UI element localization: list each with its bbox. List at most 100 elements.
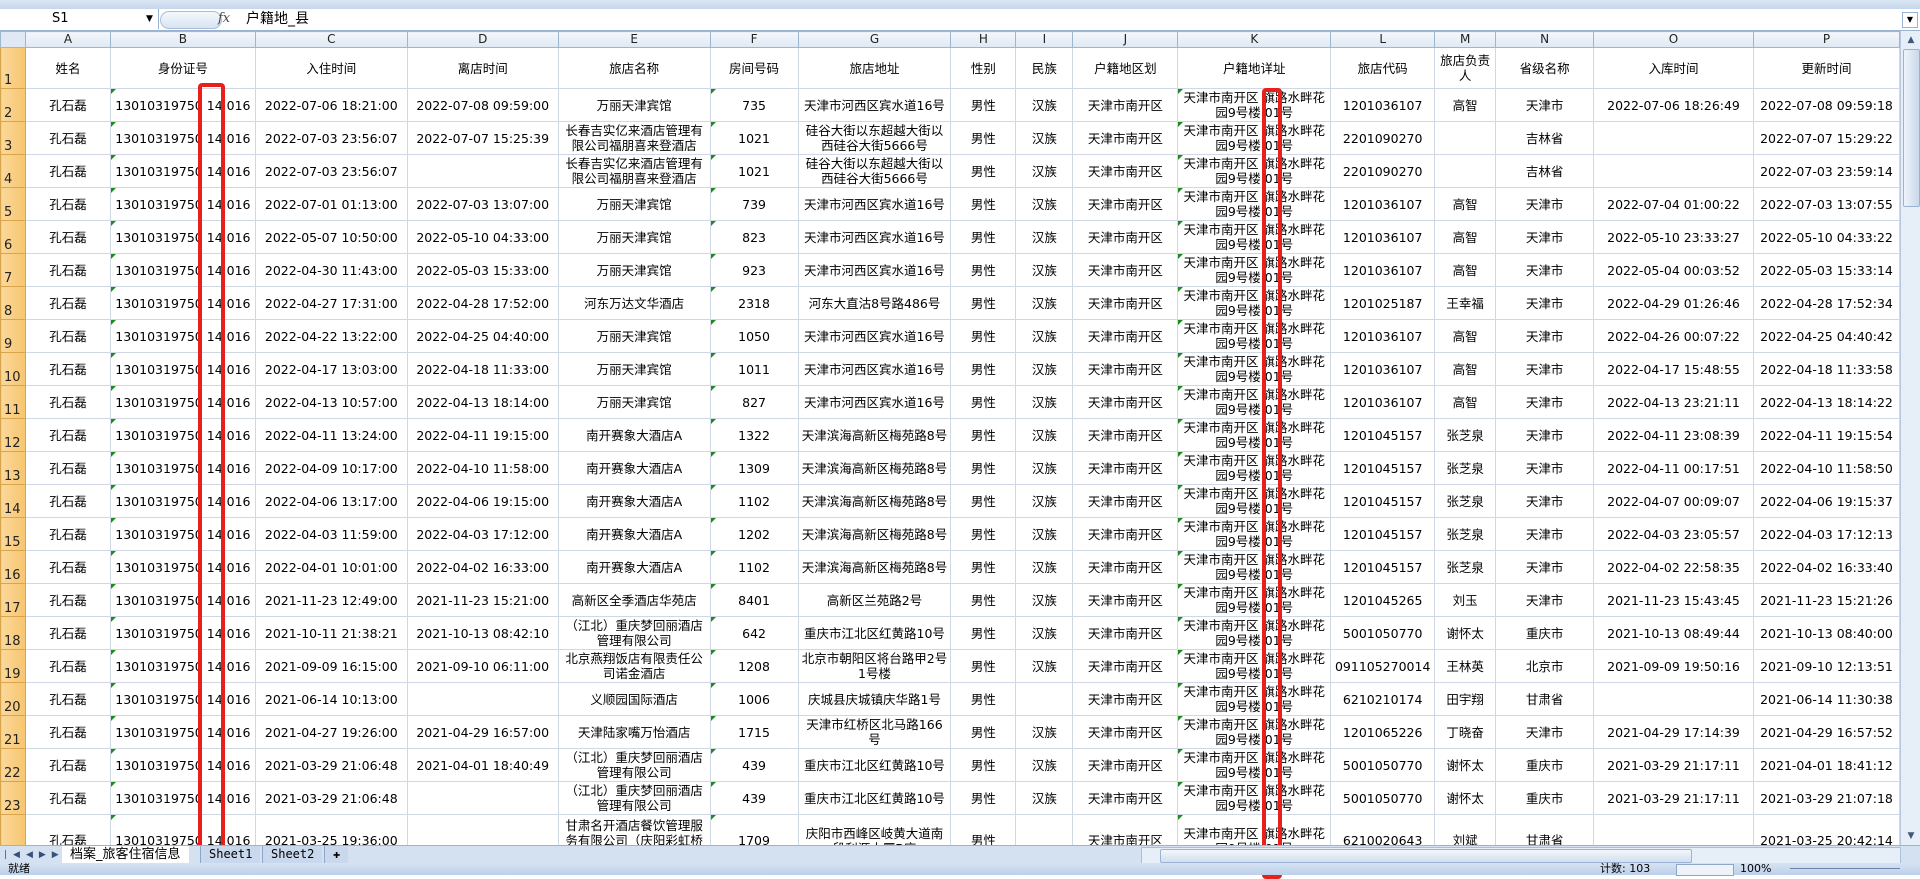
header-cell[interactable]: 户籍地区划: [1072, 47, 1179, 89]
cell[interactable]: 2022-04-13 10:57:00: [254, 385, 408, 419]
cell[interactable]: 重庆市江北区红黄路10号: [797, 748, 952, 782]
formula-bar-splitter[interactable]: [160, 11, 222, 29]
cell[interactable]: 2021-03-29 21:07:18: [1752, 781, 1900, 815]
cell[interactable]: 南开赛象大酒店A: [557, 517, 711, 551]
cell[interactable]: 2022-04-10 11:58:00: [406, 451, 559, 485]
cell[interactable]: 2022-04-18 11:33:00: [406, 352, 559, 386]
cell[interactable]: 1309: [709, 451, 799, 485]
cell[interactable]: [406, 781, 559, 815]
cell[interactable]: 长春吉实亿来酒店管理有限公司福朋喜来登酒店: [557, 154, 711, 188]
cell[interactable]: 2022-04-26 00:07:22: [1593, 319, 1754, 353]
cell[interactable]: 6210020643: [1330, 814, 1436, 845]
cell[interactable]: 2021-03-29 21:17:11: [1593, 781, 1754, 815]
cell[interactable]: 091105270014: [1330, 649, 1436, 683]
cell[interactable]: 2022-05-03 15:33:14: [1752, 253, 1900, 287]
cell[interactable]: 5001050770: [1330, 616, 1436, 650]
cell[interactable]: [1434, 121, 1497, 155]
cell[interactable]: 827: [709, 385, 799, 419]
cell[interactable]: 汉族: [1015, 451, 1074, 485]
cell[interactable]: 2022-04-28 17:52:34: [1752, 286, 1900, 320]
cell[interactable]: 2022-04-13 23:21:11: [1593, 385, 1754, 419]
row-header[interactable]: 20: [0, 682, 26, 716]
cell[interactable]: 2022-07-03 23:59:14: [1752, 154, 1900, 188]
cell[interactable]: 孔石磊: [24, 781, 111, 815]
cell[interactable]: 2021-03-29 21:06:48: [254, 748, 408, 782]
cell[interactable]: 2022-05-03 15:33:00: [406, 253, 559, 287]
cell[interactable]: 天津滨海高新区梅苑路8号: [797, 451, 952, 485]
header-cell[interactable]: 房间号码: [709, 47, 799, 89]
cell[interactable]: 天津市南开区: [1072, 286, 1179, 320]
cell[interactable]: 天津市南开区: [1072, 484, 1179, 518]
cell[interactable]: [1015, 682, 1074, 716]
cell[interactable]: 天津市南开区: [1072, 121, 1179, 155]
cell[interactable]: 天津市南开区 旗路水畔花园9号楼 01号: [1177, 154, 1332, 188]
cell[interactable]: 1201036107: [1330, 187, 1436, 221]
cell[interactable]: 天津市南开区 旗路水畔花园9号楼 01号: [1177, 814, 1332, 845]
cell[interactable]: 汉族: [1015, 748, 1074, 782]
cell[interactable]: 天津市: [1495, 715, 1595, 749]
cell[interactable]: 万丽天津宾馆: [557, 385, 711, 419]
cell[interactable]: 高智: [1434, 253, 1497, 287]
cell[interactable]: 天津市: [1495, 451, 1595, 485]
cell[interactable]: 天津市南开区 旗路水畔花园9号楼 01号: [1177, 583, 1332, 617]
cell[interactable]: 万丽天津宾馆: [557, 88, 711, 122]
cell[interactable]: 天津市南开区: [1072, 154, 1179, 188]
row-header[interactable]: 19: [0, 649, 26, 683]
cell[interactable]: 2022-04-29 01:26:46: [1593, 286, 1754, 320]
column-header-G[interactable]: G: [797, 31, 952, 48]
cell[interactable]: 天津市南开区: [1072, 616, 1179, 650]
cell[interactable]: 孔石磊: [24, 748, 111, 782]
cell[interactable]: 男性: [950, 253, 1017, 287]
cell[interactable]: 吉林省: [1495, 154, 1595, 188]
cell[interactable]: 13010319750 14 016: [109, 385, 256, 419]
cell[interactable]: 高智: [1434, 352, 1497, 386]
cell[interactable]: 孔石磊: [24, 220, 111, 254]
cell[interactable]: 1202: [709, 517, 799, 551]
cell[interactable]: 天津市河西区宾水道16号: [797, 352, 952, 386]
cell[interactable]: 2021-04-01 18:41:12: [1752, 748, 1900, 782]
cell[interactable]: 13010319750 14 016: [109, 649, 256, 683]
cell[interactable]: 天津市南开区: [1072, 517, 1179, 551]
cell[interactable]: 天津市河西区宾水道16号: [797, 88, 952, 122]
cell[interactable]: 义顺园国际酒店: [557, 682, 711, 716]
cell[interactable]: 2022-04-30 11:43:00: [254, 253, 408, 287]
cell[interactable]: 天津市南开区: [1072, 715, 1179, 749]
cell[interactable]: 汉族: [1015, 154, 1074, 188]
cell[interactable]: 天津市南开区 旗路水畔花园9号楼 01号: [1177, 286, 1332, 320]
cell[interactable]: 天津市: [1495, 220, 1595, 254]
cell[interactable]: 天津市南开区 旗路水畔花园9号楼 01号: [1177, 187, 1332, 221]
cell[interactable]: 13010319750 14 016: [109, 517, 256, 551]
row-header[interactable]: 1: [0, 47, 26, 89]
cell[interactable]: 男性: [950, 616, 1017, 650]
cell[interactable]: 13010319750 14 016: [109, 814, 256, 845]
cell[interactable]: 男性: [950, 385, 1017, 419]
cell[interactable]: 汉族: [1015, 550, 1074, 584]
cell[interactable]: 天津市南开区 旗路水畔花园9号楼 01号: [1177, 649, 1332, 683]
cell[interactable]: 汉族: [1015, 385, 1074, 419]
column-header-P[interactable]: P: [1752, 31, 1900, 48]
cell[interactable]: 北京燕翔饭店有限责任公司诺金酒店: [557, 649, 711, 683]
cell[interactable]: 天津市南开区 旗路水畔花园9号楼 01号: [1177, 484, 1332, 518]
cell[interactable]: 1322: [709, 418, 799, 452]
cell[interactable]: 2021-10-13 08:49:44: [1593, 616, 1754, 650]
row-header[interactable]: 6: [0, 220, 26, 254]
cell[interactable]: 孔石磊: [24, 187, 111, 221]
cell[interactable]: 甘肃省: [1495, 682, 1595, 716]
sheet-tab-2[interactable]: Sheet2: [262, 846, 323, 863]
cell[interactable]: 天津市: [1495, 253, 1595, 287]
cell[interactable]: 13010319750 14 016: [109, 682, 256, 716]
cell[interactable]: 天津市南开区 旗路水畔花园9号楼 01号: [1177, 715, 1332, 749]
row-header[interactable]: 24: [0, 814, 26, 845]
cell[interactable]: 天津市: [1495, 583, 1595, 617]
header-cell[interactable]: 更新时间: [1752, 47, 1900, 89]
cell[interactable]: [406, 682, 559, 716]
row-header[interactable]: 8: [0, 286, 26, 320]
cell[interactable]: 天津市南开区: [1072, 748, 1179, 782]
cell[interactable]: 2022-07-04 01:00:22: [1593, 187, 1754, 221]
cell[interactable]: 2022-04-11 19:15:00: [406, 418, 559, 452]
cell[interactable]: 2021-10-11 21:38:21: [254, 616, 408, 650]
cell[interactable]: 5001050770: [1330, 748, 1436, 782]
cell[interactable]: 孔石磊: [24, 484, 111, 518]
cell[interactable]: 天津市南开区: [1072, 352, 1179, 386]
